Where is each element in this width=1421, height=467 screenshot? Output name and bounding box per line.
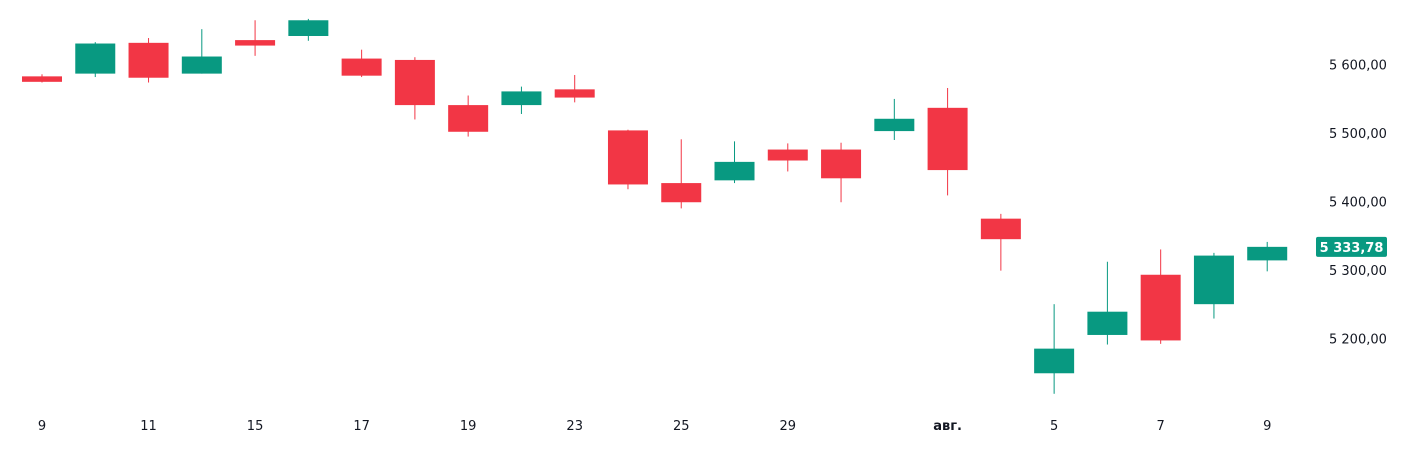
x-tick-label: 17	[353, 419, 370, 434]
candle-body-up	[1193, 255, 1234, 305]
x-tick-label: авг.	[933, 419, 962, 434]
y-tick-label: 5 300,00	[1329, 264, 1387, 279]
candle-wick	[1106, 261, 1108, 345]
candle-body-down	[927, 107, 968, 171]
y-tick-label: 5 200,00	[1329, 332, 1387, 347]
candle-body-down	[767, 149, 808, 161]
candle-wick	[1000, 213, 1002, 271]
candle-body-up	[714, 161, 755, 181]
y-tick-label: 5 600,00	[1329, 59, 1387, 74]
candle-body-down	[554, 89, 595, 98]
candle-body-down	[661, 183, 702, 203]
x-tick-label: 9	[38, 419, 46, 434]
last-price-tag	[1316, 236, 1387, 257]
candle-body-up	[501, 91, 542, 106]
candle-body-down	[341, 58, 382, 76]
x-tick-label: 7	[1157, 419, 1165, 434]
candle-body-down	[128, 42, 169, 78]
x-tick-label: 15	[247, 419, 264, 434]
candle-body-up	[874, 118, 915, 132]
candle-body-up	[1034, 348, 1075, 374]
candle-body-down	[394, 59, 435, 106]
x-tick-label: 9	[1263, 419, 1271, 434]
x-tick-label: 19	[460, 419, 477, 434]
candle-wick	[680, 139, 682, 209]
x-tick-label: 11	[140, 419, 157, 434]
candle-body-up	[288, 20, 329, 36]
candle-body-up	[75, 43, 116, 74]
candle-wick	[574, 74, 576, 103]
candle-body-down	[821, 149, 862, 179]
candle-body-down	[607, 130, 648, 185]
y-tick-label: 5 400,00	[1329, 196, 1387, 211]
candle-body-down	[980, 218, 1021, 240]
y-tick-label: 5 500,00	[1329, 127, 1387, 142]
x-tick-label: 25	[673, 419, 690, 434]
candle-body-down	[1140, 274, 1181, 341]
x-tick-label: 23	[566, 419, 583, 434]
last-price-label: 5 333,78	[1320, 241, 1384, 256]
candle-body-up	[181, 56, 222, 74]
candle-body-down	[235, 40, 276, 46]
candle-body-up	[1087, 311, 1128, 335]
candle-body-down	[22, 76, 62, 82]
candle-wick	[201, 29, 203, 74]
x-tick-label: 29	[780, 419, 797, 434]
x-tick-label: 5	[1050, 419, 1058, 434]
candle-body-up	[1247, 246, 1288, 261]
candle-wick	[254, 20, 256, 56]
candle-body-down	[448, 105, 489, 132]
